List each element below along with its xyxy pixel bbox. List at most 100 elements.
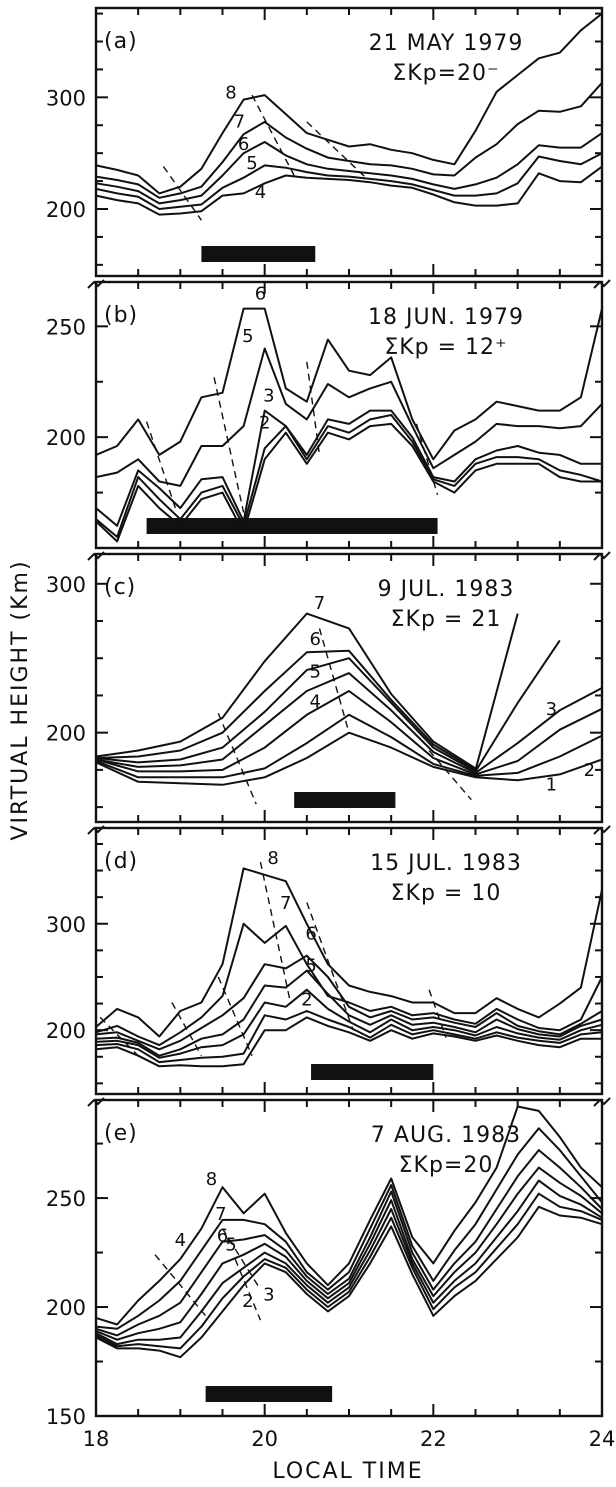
y-axis-title: VIRTUAL HEIGHT (Km) — [8, 559, 33, 840]
dashed-guide-line — [415, 423, 439, 495]
curve-label: 6 — [310, 629, 321, 650]
curve-label: 8 — [225, 82, 236, 103]
series-line — [95, 713, 603, 779]
curve-label: 2 — [584, 760, 595, 781]
curve-label: 8 — [206, 1169, 217, 1190]
y-tick-label: 200 — [46, 722, 86, 746]
curve-label: 4 — [310, 691, 321, 712]
curve-label: 7 — [215, 1204, 226, 1225]
panel-frame — [94, 1098, 604, 1418]
curve-label: 6 — [305, 924, 316, 945]
axis-break-mark — [87, 551, 105, 561]
dashed-guide-line — [251, 94, 295, 176]
y-tick-label: 250 — [46, 315, 86, 339]
dashed-guide-line — [217, 976, 253, 1056]
series-line — [95, 867, 603, 1038]
panel-title: 15 JUL. 1983 — [370, 851, 522, 876]
curve-label: 2 — [259, 412, 270, 433]
y-tick-label: 300 — [46, 573, 86, 597]
series-line — [95, 152, 603, 210]
axis-break-mark — [593, 1097, 611, 1107]
curve-label: 2 — [301, 990, 312, 1011]
dashed-guide-line — [306, 902, 354, 1031]
panel-title: 9 JUL. 1983 — [378, 577, 515, 602]
series-line — [95, 347, 603, 487]
series-line — [95, 12, 603, 195]
series-line — [95, 1179, 603, 1346]
series-line — [95, 1205, 603, 1359]
panel-title: 18 JUN. 1979 — [368, 305, 524, 330]
curve-label: 1 — [546, 775, 557, 796]
series-line — [95, 954, 603, 1051]
curve-label: 3 — [263, 1284, 274, 1305]
panel-frame — [94, 826, 604, 1096]
y-tick-label: 200 — [46, 426, 86, 450]
panel-b: 200 250 65 3 2 (b) 18 JUN. 1979 ΣKp = 12⁺ — [46, 279, 611, 550]
curve-label: 5 — [225, 1234, 236, 1255]
curve-label: 6 — [238, 134, 249, 155]
panel-title: 7 AUG. 1983 — [371, 1123, 521, 1148]
axis-break-mark — [593, 279, 611, 289]
series-line — [95, 639, 561, 773]
dashed-guide-line — [306, 121, 367, 179]
time-bar — [146, 518, 438, 534]
axis-break-mark — [87, 279, 105, 289]
panel-subtitle: ΣKp=20⁻ — [392, 61, 499, 86]
y-tick-label: 300 — [46, 86, 86, 110]
series-line — [95, 82, 603, 199]
x-axis-title: LOCAL TIME — [272, 1459, 423, 1484]
panel-subtitle: ΣKp = 12⁺ — [384, 335, 507, 360]
panel-frame — [94, 280, 604, 550]
panel-c: 200 300 7 6 5 4 3 2 1 (c) 9 JUL. 1983 ΣKp = 21 — [46, 551, 611, 824]
panel-frame — [94, 552, 604, 824]
series-line — [95, 307, 603, 461]
x-tick-label: 22 — [420, 1427, 447, 1451]
axis-break-mark — [87, 1097, 105, 1107]
axis-break-mark — [87, 825, 105, 835]
series-line — [95, 988, 603, 1059]
series-line — [95, 672, 603, 774]
curve-label: 8 — [267, 848, 278, 869]
series-line — [95, 414, 603, 538]
series-line — [95, 1105, 603, 1326]
panel-subtitle: ΣKp = 10 — [391, 881, 502, 906]
dashed-guide-line — [154, 1254, 207, 1317]
panel-a: 200 300 8 765 4 (a) 21 MAY 1979 ΣKp=20⁻ — [46, 6, 604, 278]
curve-label: 7 — [280, 893, 291, 914]
curve-label: 7 — [314, 593, 325, 614]
panel-letter: (e) — [104, 1121, 138, 1146]
curve-label: 5 — [242, 326, 253, 347]
curve-label: 5 — [246, 153, 257, 174]
series-line — [95, 409, 602, 527]
dashed-guide-line — [318, 628, 350, 733]
panel-letter: (d) — [104, 849, 138, 874]
curve-label: 6 — [255, 284, 266, 305]
y-tick-label: 200 — [46, 1296, 86, 1320]
y-tick-label: 250 — [46, 1187, 86, 1211]
series-line — [95, 731, 603, 786]
series-line — [95, 1127, 603, 1330]
y-tick-label: 150 — [46, 1405, 86, 1429]
y-tick-label: 300 — [46, 913, 86, 937]
series-line — [95, 1010, 603, 1064]
x-tick-label: 18 — [83, 1427, 110, 1451]
curve-label: 5 — [305, 956, 316, 977]
panel-subtitle: ΣKp = 21 — [391, 607, 502, 632]
panel-title: 21 MAY 1979 — [369, 31, 524, 56]
panel-letter: (a) — [104, 29, 138, 54]
axis-break-mark — [593, 825, 611, 835]
panel-letter: (b) — [104, 303, 138, 328]
curve-label: 6 — [217, 1226, 228, 1247]
curve-label: 7 — [234, 111, 245, 132]
y-tick-label: 200 — [46, 198, 86, 222]
x-tick-label: 24 — [589, 1427, 616, 1451]
dashed-guide-line — [428, 750, 472, 801]
dashed-guide-line — [306, 361, 321, 455]
series-line — [95, 1016, 602, 1068]
curve-label: 3 — [263, 386, 274, 407]
curve-label: 2 — [242, 1291, 253, 1312]
curve-label: 4 — [175, 1230, 186, 1251]
panel-letter: (c) — [104, 575, 136, 600]
curve-label: 5 — [310, 662, 321, 683]
